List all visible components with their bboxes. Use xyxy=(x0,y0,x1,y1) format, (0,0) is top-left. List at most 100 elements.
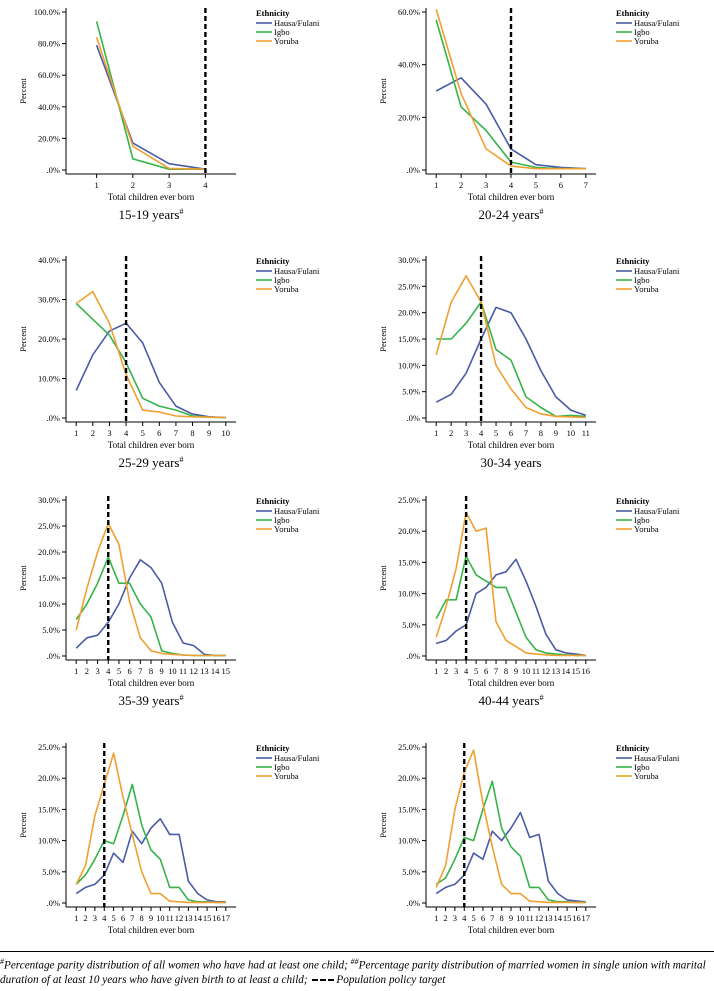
series-line-yoruba xyxy=(435,511,586,657)
legend-title: Ethnicity xyxy=(616,496,650,506)
x-axis-label: Total children ever born xyxy=(108,678,195,688)
y-tick-label: .0% xyxy=(47,651,60,661)
x-tick-label: 12 xyxy=(535,913,544,923)
x-tick-label: 6 xyxy=(121,913,125,923)
x-tick-label: 5 xyxy=(534,180,538,190)
x-tick-label: 7 xyxy=(490,913,494,923)
x-tick-label: 13 xyxy=(552,666,561,676)
x-tick-label: 17 xyxy=(222,913,231,923)
legend-entry: Yoruba xyxy=(274,36,299,46)
x-tick-label: 7 xyxy=(584,180,588,190)
x-axis-label: Total children ever born xyxy=(108,440,195,450)
chart-title: 30-34 years xyxy=(480,455,541,470)
y-tick-label: 10.0% xyxy=(38,599,60,609)
legend-entry: Yoruba xyxy=(634,524,659,534)
series-line-hausa-fulani xyxy=(435,306,587,417)
y-tick-label: 5.0% xyxy=(42,625,60,635)
policy-target-line-sample xyxy=(312,979,335,982)
x-tick-label: 10 xyxy=(567,428,576,438)
y-tick-label: .0% xyxy=(407,898,420,908)
y-tick-label: 100.0% xyxy=(34,7,60,17)
chart-title: 20-24 years# xyxy=(478,207,543,222)
y-tick-label: 40.0% xyxy=(38,102,60,112)
x-tick-label: 15 xyxy=(222,666,231,676)
legend-entry: Igbo xyxy=(634,762,650,772)
series-line-igbo xyxy=(435,555,586,657)
chart-panel-6: .0%5.0%10.0%15.0%20.0%25.0%1 2 3 4 5 6 7 8 9 10 11… xyxy=(378,495,680,708)
x-tick-label: 7 xyxy=(524,428,528,438)
chart-title-text: 20-24 years xyxy=(478,207,539,222)
legend-title: Ethnicity xyxy=(256,743,290,753)
chart-title-mark: # xyxy=(540,207,544,216)
chart-panel-3: .0% 10.0% 20.0% 30.0% 40.0% 1 2 3 4 5 6 7 8 9 10 Percen… xyxy=(18,255,320,470)
x-tick-label: 4 xyxy=(106,666,111,676)
x-tick-label: 8 xyxy=(140,913,144,923)
x-tick-label: 8 xyxy=(190,428,194,438)
x-tick-label: 5 xyxy=(471,913,475,923)
x-tick-label: 3 xyxy=(107,428,111,438)
y-tick-label: 5.0% xyxy=(42,867,60,877)
chart-panel-5: .0%5.0%10.0%15.0%20.0%25.0%30.0%1 2 3 4 5 6 7 8… xyxy=(18,495,320,708)
y-tick-label: 80.0% xyxy=(38,39,60,49)
x-tick-label: 2 xyxy=(83,913,87,923)
x-tick-label: 11 xyxy=(166,913,174,923)
x-tick-label: 4 xyxy=(102,913,107,923)
x-tick-label: 11 xyxy=(526,913,534,923)
y-tick-label: 20.0% xyxy=(38,547,60,557)
series-line-igbo xyxy=(95,21,206,170)
x-tick-label: 4 xyxy=(203,180,208,190)
footnote-mark-2: ## xyxy=(350,957,359,966)
y-tick-label: 60.0% xyxy=(398,7,420,17)
x-tick-label: 4 xyxy=(509,180,514,190)
x-tick-label: 3 xyxy=(93,913,97,923)
legend-entry: Hausa/Fulani xyxy=(634,18,680,28)
y-axis-label: Percent xyxy=(378,78,388,104)
series-line-yoruba xyxy=(435,274,586,419)
y-axis-label: Percent xyxy=(378,326,388,352)
x-tick-label: 16 xyxy=(572,913,581,923)
legend-entry: Hausa/Fulani xyxy=(274,753,320,763)
y-tick-label: 5.0% xyxy=(402,620,420,630)
x-tick-label: 3 xyxy=(464,428,468,438)
x-tick-label: 8 xyxy=(504,666,508,676)
x-tick-label: 3 xyxy=(95,666,99,676)
series-line-yoruba xyxy=(75,290,226,419)
x-tick-label: 1 xyxy=(74,913,78,923)
x-tick-label: 9 xyxy=(207,428,211,438)
x-tick-label: 13 xyxy=(544,913,553,923)
x-tick-label: 17 xyxy=(582,913,591,923)
series-line-hausa-fulani xyxy=(95,44,206,170)
legend-title: Ethnicity xyxy=(256,256,290,266)
x-tick-label: 3 xyxy=(453,913,457,923)
x-tick-label: 2 xyxy=(91,428,95,438)
y-tick-label: 10.0% xyxy=(398,360,420,370)
chart-title-text: 40-44 years xyxy=(478,693,539,708)
x-tick-label: 9 xyxy=(509,913,513,923)
x-tick-label: 5 xyxy=(141,428,145,438)
x-tick-label: 2 xyxy=(131,180,135,190)
legend-entry: Hausa/Fulani xyxy=(274,18,320,28)
x-tick-label: 4 xyxy=(464,666,469,676)
x-tick-label: 3 xyxy=(454,666,458,676)
series-line-yoruba xyxy=(435,749,586,904)
y-tick-label: 25.0% xyxy=(38,521,60,531)
series-line-yoruba xyxy=(95,37,206,170)
x-tick-label: 1 xyxy=(94,180,98,190)
chart-title-text: 30-34 years xyxy=(480,455,541,470)
series-line-hausa-fulani xyxy=(75,817,226,903)
series-line-igbo xyxy=(435,780,586,904)
x-tick-label: 7 xyxy=(174,428,178,438)
footnote: #Percentage parity distribution of all w… xyxy=(0,951,714,987)
x-tick-label: 5 xyxy=(474,666,478,676)
chart-panel-4: .0% 5.0% 10.0% 15.0% 20.0% 25.0% 30.0% 1 2 3 4 5 6 7 8… xyxy=(378,255,680,470)
legend-entry: Yoruba xyxy=(634,36,659,46)
y-tick-label: 15.0% xyxy=(398,334,420,344)
x-tick-label: 1 xyxy=(74,428,78,438)
x-axis-label: Total children ever born xyxy=(468,192,555,202)
chart-panel-2: .0% 20.0% 40.0% 60.0% 1 2 3 4 5 6 7 Percent Total ch… xyxy=(378,7,680,222)
y-tick-label: 20.0% xyxy=(38,334,60,344)
x-tick-label: 9 xyxy=(149,913,153,923)
x-tick-label: 6 xyxy=(559,180,563,190)
y-tick-label: 15.0% xyxy=(38,804,60,814)
y-tick-label: .0% xyxy=(47,165,60,175)
